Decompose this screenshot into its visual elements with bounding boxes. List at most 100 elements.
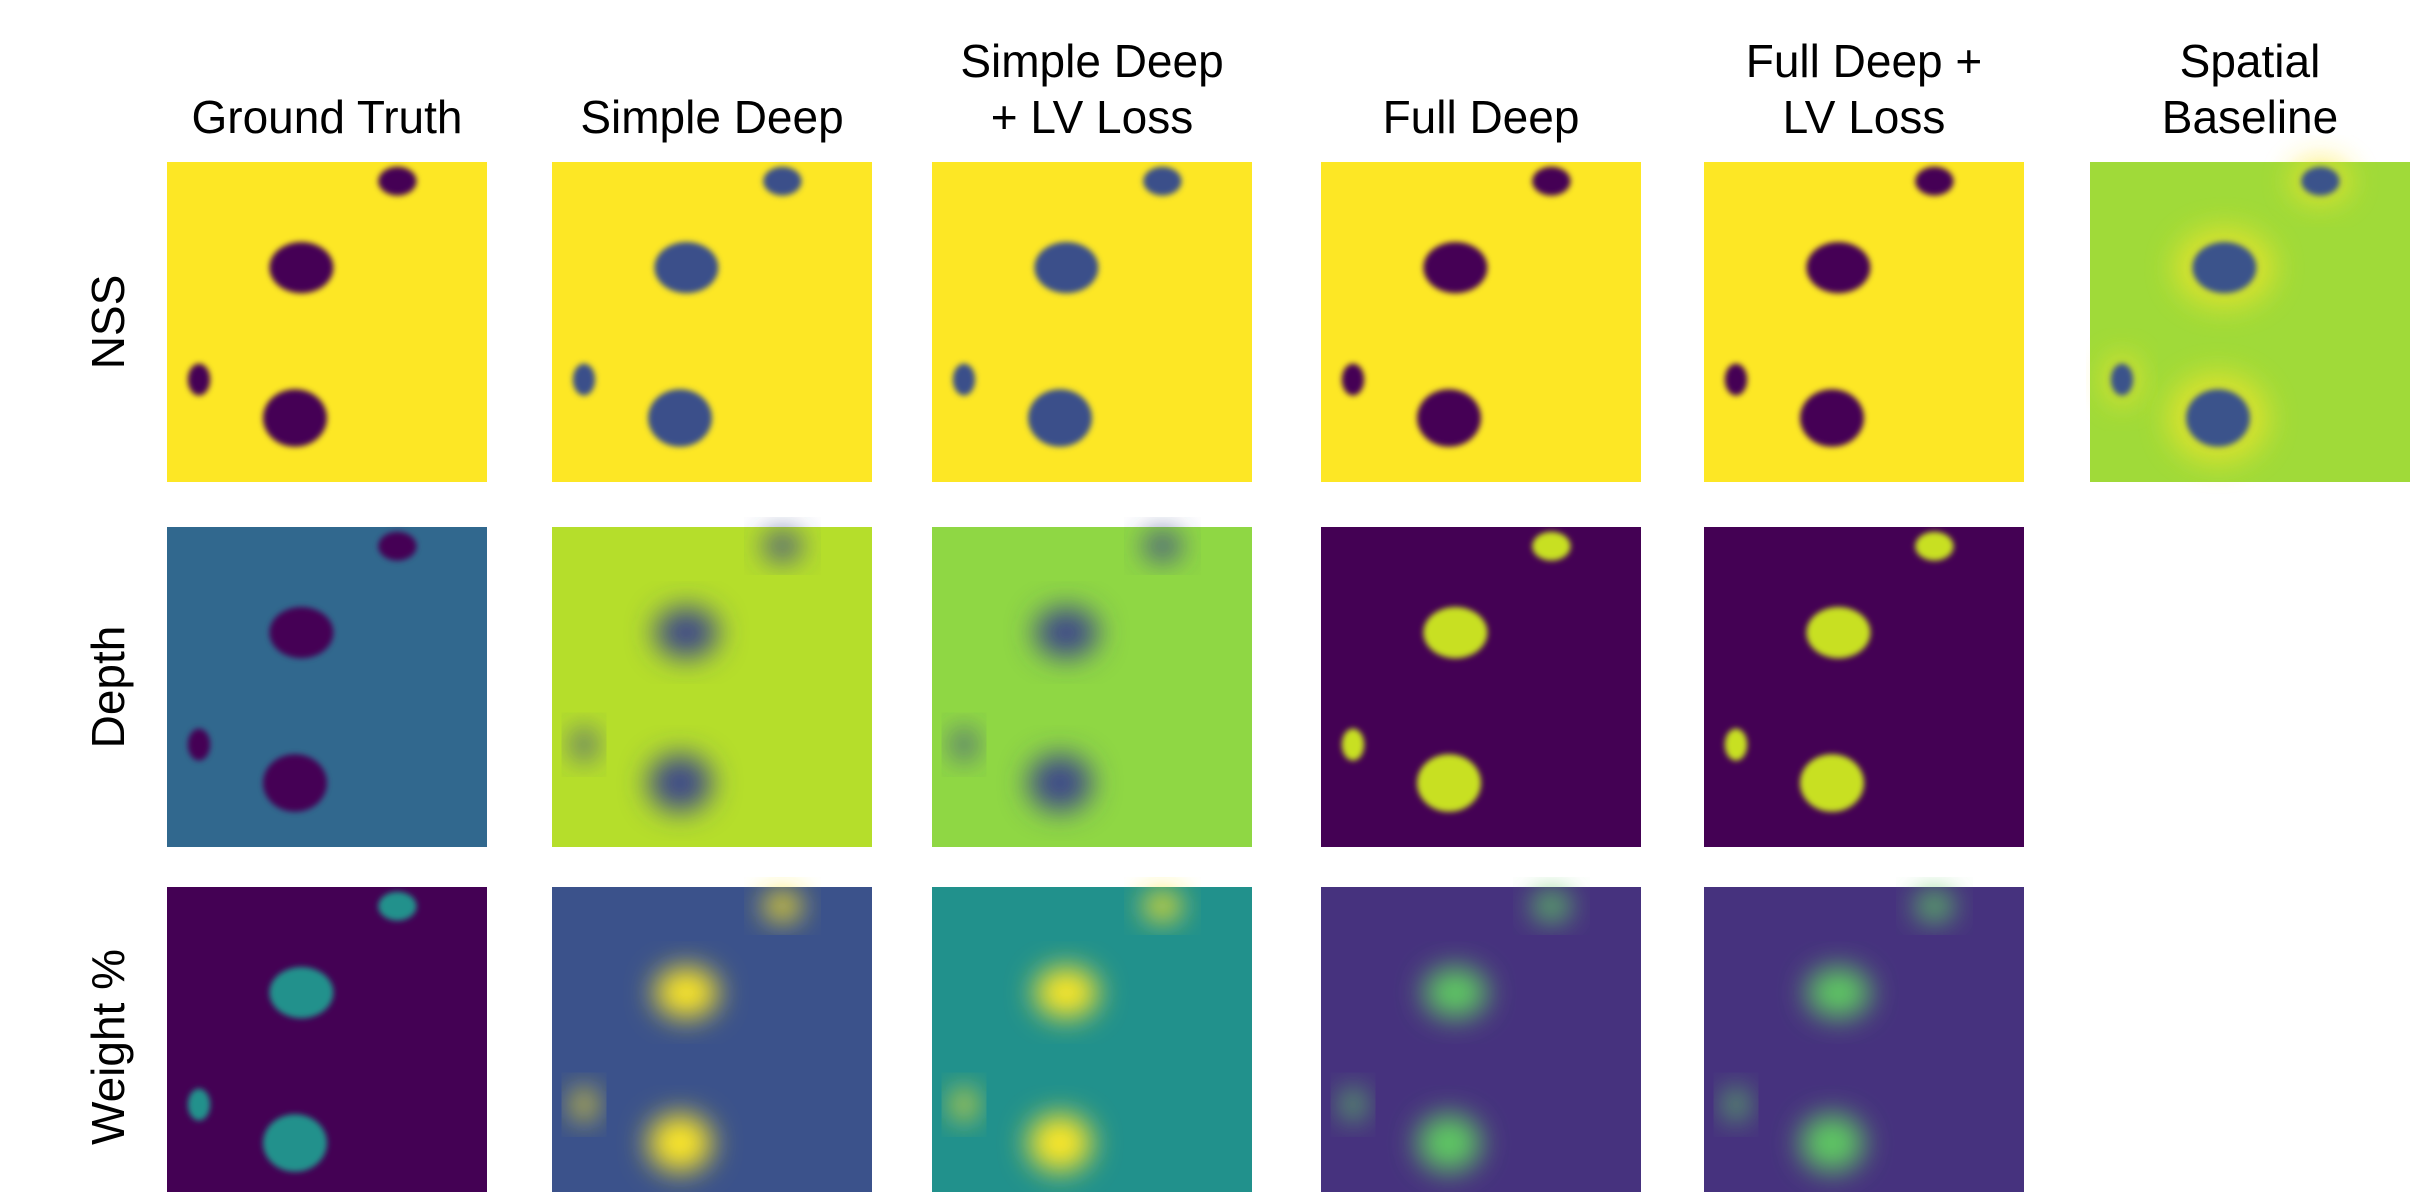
blob	[648, 754, 712, 812]
blob	[1806, 242, 1870, 293]
blob	[1806, 967, 1870, 1018]
tile-background	[1321, 527, 1641, 847]
blob	[648, 389, 712, 447]
blob	[1915, 167, 1953, 196]
blob	[654, 607, 718, 658]
blob	[1800, 1114, 1864, 1172]
blob	[1034, 967, 1098, 1018]
heatmap-tile	[932, 162, 1252, 482]
heatmap-tile	[552, 887, 872, 1192]
blob	[1143, 167, 1181, 196]
heatmap-tile	[167, 162, 487, 482]
blob	[1143, 892, 1181, 921]
row-label: NSS	[80, 162, 136, 482]
heatmap-tile	[2090, 158, 2410, 482]
figure: Ground TruthSimple DeepSimple Deep + LV …	[0, 0, 2422, 1192]
tile-background	[1704, 162, 2024, 482]
heatmap-tile	[1704, 527, 2024, 847]
blob	[1725, 364, 1747, 396]
blob	[1417, 754, 1481, 812]
blob	[1725, 1089, 1747, 1121]
blob	[269, 967, 333, 1018]
blob	[1806, 607, 1870, 658]
blob	[1342, 364, 1364, 396]
blob	[1800, 754, 1864, 812]
blob	[269, 242, 333, 293]
tile-background	[552, 527, 872, 847]
blob	[1342, 1089, 1364, 1121]
heatmap-tile	[552, 527, 872, 847]
heatmap-tile	[1321, 527, 1641, 847]
blob	[1532, 532, 1570, 561]
tile-background	[932, 887, 1252, 1192]
blob	[1028, 1114, 1092, 1172]
blob	[648, 1114, 712, 1172]
blob	[378, 532, 416, 561]
blob	[188, 729, 210, 761]
heatmap-tile	[1321, 887, 1641, 1192]
blob	[269, 607, 333, 658]
row-label: Depth	[80, 527, 136, 847]
tile-background	[552, 887, 872, 1192]
blob	[1028, 754, 1092, 812]
blob	[1028, 389, 1092, 447]
blob	[1915, 892, 1953, 921]
heatmap-tile	[932, 527, 1252, 847]
column-header: Simple Deep	[502, 89, 922, 145]
heatmap-tile	[552, 162, 872, 482]
heatmap-tile	[167, 887, 487, 1192]
tile-background	[552, 162, 872, 482]
blob	[1342, 729, 1364, 761]
blob	[378, 167, 416, 196]
blob	[2111, 364, 2133, 396]
tile-background	[1704, 527, 2024, 847]
blob	[1800, 389, 1864, 447]
blob	[263, 754, 327, 812]
tile-background	[167, 887, 487, 1192]
blob	[1417, 1114, 1481, 1172]
column-header: Simple Deep + LV Loss	[882, 33, 1302, 145]
tile-background	[1321, 887, 1641, 1192]
heatmap-tile	[1321, 162, 1641, 482]
blob	[263, 389, 327, 447]
row-label: Weight %	[80, 887, 136, 1192]
blob	[378, 892, 416, 921]
column-header: Ground Truth	[117, 89, 537, 145]
blob	[654, 967, 718, 1018]
blob	[1034, 242, 1098, 293]
blob	[573, 364, 595, 396]
blob	[573, 729, 595, 761]
blob	[654, 242, 718, 293]
blob	[953, 364, 975, 396]
blob	[2186, 389, 2250, 447]
blob	[1725, 729, 1747, 761]
blob	[953, 1089, 975, 1121]
blob	[1423, 607, 1487, 658]
blob	[188, 1089, 210, 1121]
tile-background	[932, 162, 1252, 482]
blob	[2192, 242, 2256, 293]
tile-background	[1704, 887, 2024, 1192]
heatmap-tile	[1704, 887, 2024, 1192]
blob	[1423, 242, 1487, 293]
tile-background	[932, 527, 1252, 847]
blob	[1915, 532, 1953, 561]
blob	[1423, 967, 1487, 1018]
blob	[2301, 167, 2339, 196]
blob	[763, 532, 801, 561]
column-header: Spatial Baseline	[2040, 33, 2422, 145]
tile-background	[167, 162, 487, 482]
blob	[573, 1089, 595, 1121]
tile-background	[1321, 162, 1641, 482]
blob	[1034, 607, 1098, 658]
tile-grid	[0, 0, 2422, 1192]
blob	[953, 729, 975, 761]
heatmap-tile	[1704, 162, 2024, 482]
blob	[1532, 167, 1570, 196]
blob	[763, 167, 801, 196]
blob	[263, 1114, 327, 1172]
blob	[1417, 389, 1481, 447]
column-header: Full Deep	[1271, 89, 1691, 145]
blob	[1532, 892, 1570, 921]
heatmap-tile	[167, 527, 487, 847]
